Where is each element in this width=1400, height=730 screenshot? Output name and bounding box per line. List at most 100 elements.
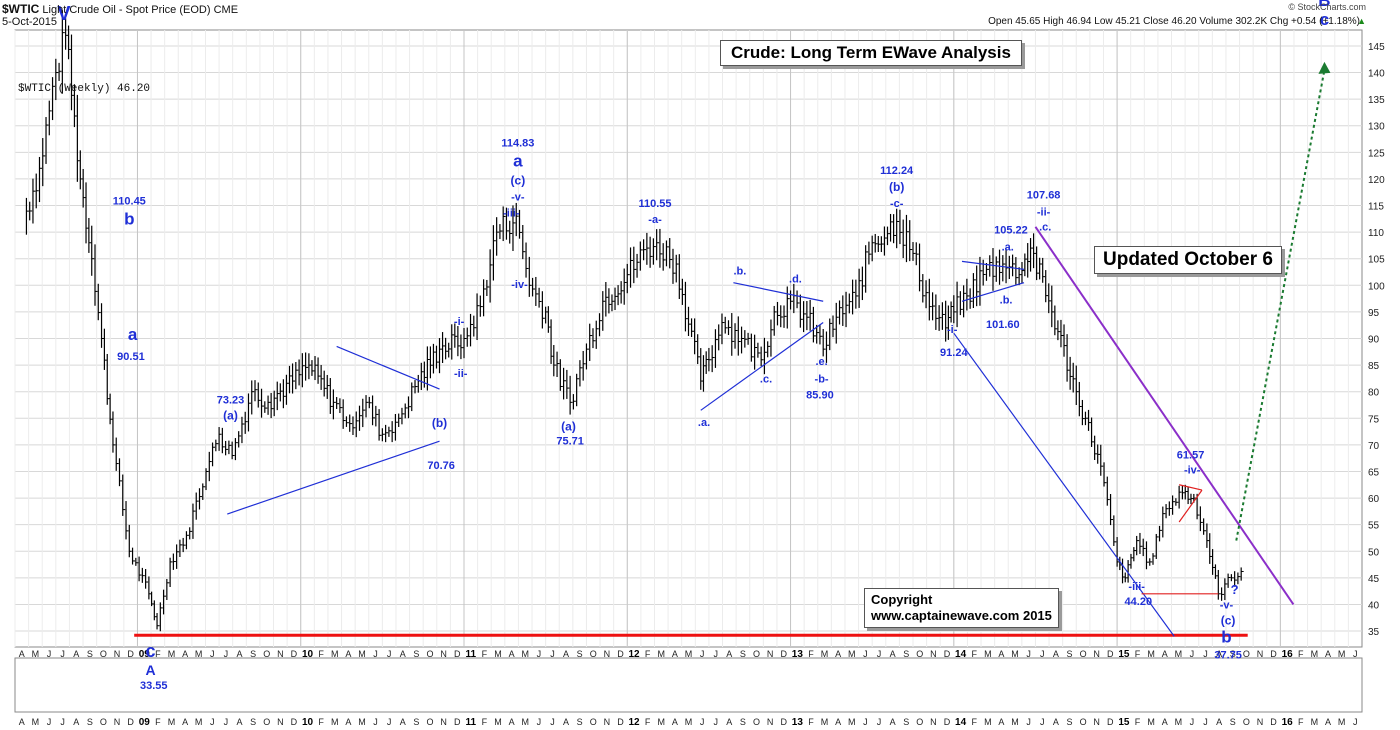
wave-label: 147.27 <box>47 0 81 3</box>
wave-label: ? <box>1231 582 1239 597</box>
x-month-label: A <box>19 649 25 659</box>
x-month-label: M <box>331 649 339 659</box>
y-tick-label: 85 <box>1368 361 1380 372</box>
wave-label: c <box>146 641 156 661</box>
wave-label: 112.24 <box>880 165 914 177</box>
trend-line <box>336 345 440 390</box>
x-month-label: J <box>47 649 52 659</box>
x-month-label-bottom: D <box>617 717 624 727</box>
wave-label: (c) <box>511 173 526 187</box>
x-year-label: 10 <box>302 649 314 660</box>
y-tick-label: 115 <box>1368 202 1384 213</box>
x-month-label-bottom: O <box>916 717 923 727</box>
wave-label: .b. <box>1000 294 1013 306</box>
x-month-label-bottom: J <box>1026 717 1031 727</box>
x-month-label: F <box>1298 649 1304 659</box>
trend-line <box>227 440 440 515</box>
x-month-label: M <box>1011 649 1019 659</box>
x-month-label: A <box>1325 649 1331 659</box>
x-month-label-bottom: J <box>373 717 378 727</box>
x-month-label: A <box>73 649 79 659</box>
x-month-label: M <box>521 649 529 659</box>
x-month-label-bottom: S <box>740 717 746 727</box>
x-month-label-bottom: N <box>277 717 284 727</box>
wave-label: -iii- <box>503 207 520 219</box>
x-month-label-bottom: J <box>1040 717 1045 727</box>
x-month-label-bottom: O <box>1243 717 1250 727</box>
x-month-label-bottom: S <box>250 717 256 727</box>
trend-line <box>1034 226 1295 606</box>
trend-line <box>1178 484 1203 491</box>
wave-label: -a- <box>648 214 662 226</box>
x-month-label: S <box>1230 649 1236 659</box>
chart-title: Crude: Long Term EWave Analysis <box>720 40 1022 66</box>
x-month-label-bottom: M <box>1147 717 1155 727</box>
x-month-label-bottom: O <box>263 717 270 727</box>
x-month-label: A <box>182 649 188 659</box>
wave-label: -i- <box>454 316 465 328</box>
x-year-label-bottom: 13 <box>792 717 804 728</box>
x-month-label-bottom: M <box>1175 717 1183 727</box>
wave-label: -i- <box>947 324 958 336</box>
x-month-label: O <box>426 649 433 659</box>
wave-label: 105.22 <box>994 225 1028 237</box>
x-month-label-bottom: A <box>998 717 1004 727</box>
x-month-label-bottom: O <box>1080 717 1087 727</box>
x-month-label-bottom: A <box>726 717 732 727</box>
x-month-label-bottom: M <box>685 717 693 727</box>
x-month-label: M <box>658 649 666 659</box>
x-month-label-bottom: J <box>877 717 882 727</box>
wave-label: -b- <box>815 373 829 385</box>
wave-label: 107.68 <box>1027 189 1061 201</box>
x-year-label-bottom: 12 <box>629 717 641 728</box>
x-month-label-bottom: D <box>291 717 298 727</box>
x-month-label-bottom: A <box>835 717 841 727</box>
x-month-label-bottom: A <box>1162 717 1168 727</box>
x-month-label-bottom: J <box>1190 717 1195 727</box>
wave-label: .e. <box>815 356 827 368</box>
x-month-label-bottom: J <box>550 717 555 727</box>
wave-label: 114.83 <box>501 137 534 149</box>
x-month-label-bottom: A <box>19 717 25 727</box>
x-month-label-bottom: J <box>713 717 718 727</box>
x-month-label: M <box>821 649 829 659</box>
chart-date: 5-Oct-2015 <box>2 16 58 28</box>
wave-label: .c. <box>760 373 772 385</box>
x-month-label: O <box>1243 649 1250 659</box>
x-month-label: M <box>195 649 203 659</box>
x-month-label: S <box>577 649 583 659</box>
x-month-label-bottom: S <box>1066 717 1072 727</box>
x-month-label-bottom: S <box>87 717 93 727</box>
x-year-label-bottom: 10 <box>302 717 314 728</box>
x-month-label: M <box>1175 649 1183 659</box>
copyright-line: Copyright <box>871 592 933 607</box>
x-month-label: J <box>877 649 882 659</box>
x-month-label: D <box>780 649 787 659</box>
x-month-label-bottom: N <box>767 717 774 727</box>
wave-label: c <box>1320 10 1329 29</box>
x-month-label: N <box>930 649 937 659</box>
x-month-label: F <box>1135 649 1141 659</box>
x-year-label: 09 <box>139 649 151 660</box>
wave-label: 75.71 <box>556 436 584 448</box>
x-month-label: F <box>155 649 161 659</box>
x-month-label: M <box>1338 649 1346 659</box>
wave-label: (a) <box>223 409 238 423</box>
x-month-label-bottom: J <box>537 717 542 727</box>
wave-label: -iv- <box>511 279 528 291</box>
x-month-label-bottom: M <box>195 717 203 727</box>
projection-line <box>1235 69 1326 541</box>
trend-line <box>1178 489 1203 523</box>
x-month-label: O <box>753 649 760 659</box>
x-year-label: 15 <box>1118 649 1130 660</box>
x-month-label-bottom: J <box>387 717 392 727</box>
wave-label: -c- <box>890 198 904 210</box>
x-month-label: D <box>944 649 951 659</box>
copyright-box: Copyright www.captainewave.com 2015 <box>864 588 1059 628</box>
x-month-label: N <box>277 649 284 659</box>
x-month-label: O <box>590 649 597 659</box>
wave-label: 110.45 <box>113 196 146 208</box>
x-month-label-bottom: S <box>413 717 419 727</box>
wave-label: 33.55 <box>140 680 168 692</box>
x-month-label-bottom: M <box>821 717 829 727</box>
